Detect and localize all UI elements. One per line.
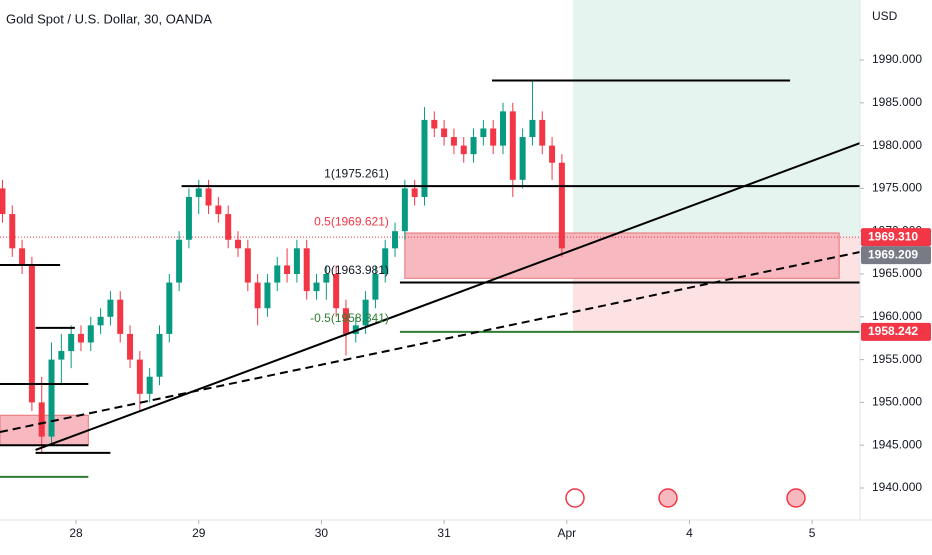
x-tick-label: Apr [557,526,576,540]
y-axis-label: USD [872,9,898,23]
fib-label: 1(1975.261) [324,166,389,180]
candle-body [195,188,202,197]
candle-body [421,119,428,197]
candle-body [549,145,556,163]
candle-body [48,359,55,437]
x-tick-label: 29 [192,526,206,540]
fib-label: 0.5(1969.621) [314,215,389,229]
plot-area [0,0,861,478]
candle-body [235,239,242,249]
y-tick-label: 1955.000 [872,352,922,366]
y-tick-label: 1950.000 [872,395,922,409]
candle-body [460,145,467,155]
price-tag-label: 1969.209 [868,247,918,261]
candle-body [68,333,75,352]
price-tag [861,322,931,341]
candle-body [342,308,349,334]
candle-body [117,299,124,334]
candle-body [539,119,546,146]
event-icons [565,488,806,508]
candle-body [401,188,408,232]
zone [404,232,840,279]
candle-body [9,214,16,249]
x-tick-label: 28 [69,526,83,540]
y-tick-label: 1975.000 [872,181,922,195]
price-tag [861,228,931,247]
x-tick-label: 5 [809,526,816,540]
candle-body [28,265,35,403]
candle-body [431,119,438,129]
candle-body [382,248,389,274]
event-icon[interactable] [658,488,678,508]
x-tick-label: 4 [686,526,693,540]
event-icon[interactable] [786,488,806,508]
candle-body [519,137,526,180]
y-tick-label: 1965.000 [872,266,922,280]
candle-body [205,188,212,206]
candle-body [352,325,359,334]
candle-body [333,273,340,309]
y-tick-label: 1960.000 [872,309,922,323]
event-icon[interactable] [565,488,585,508]
candle-body [77,333,84,343]
price-tag-label: 1969.310 [868,229,918,243]
y-tick-label: 1985.000 [872,95,922,109]
price-tag-label: 1958.242 [868,324,918,338]
candle-body [0,188,6,215]
candle-body [284,265,291,274]
candle-body [274,265,281,283]
chart-title: Gold Spot / U.S. Dollar, 30, OANDA [6,11,212,26]
x-tick-label: 30 [315,526,329,540]
candle-body [499,111,506,146]
candle-body [450,137,457,146]
fib-label: -0.5(1958.341) [310,311,389,325]
candle-body [411,188,418,197]
drawing-line [35,142,861,451]
candle-body [166,282,173,334]
candle-body [509,111,516,180]
candle-body [244,248,251,283]
candle-body [558,162,565,249]
candle-body [97,316,104,326]
candle-body [146,376,153,394]
candle-body [215,205,222,215]
x-tick-label: 31 [437,526,451,540]
candle-body [58,351,65,360]
y-tick-label: 1990.000 [872,52,922,66]
candle-body [19,248,26,266]
candle-body [136,359,143,394]
y-tick-label: 1940.000 [872,480,922,494]
price-tag [861,246,931,265]
candle-body [254,282,261,309]
candle-body [313,282,320,292]
candle-body [107,299,114,317]
candle-body [441,128,448,138]
candle-body [362,299,369,326]
candle-body [176,239,183,283]
candle-body [264,282,271,309]
y-tick-label: 1945.000 [872,437,922,451]
candle-body [225,214,232,240]
candle-body [303,248,310,292]
candle-body [185,196,192,240]
candle-body [87,325,94,343]
y-tick-label: 1980.000 [872,138,922,152]
candle-body [529,119,536,138]
drawing-line [0,251,861,433]
candle-body [480,128,487,138]
candle-body [38,402,45,437]
candle-body [470,137,477,155]
candle-body [372,273,379,300]
candle-body [490,128,497,146]
fib-label: 0(1963.981) [324,263,389,277]
candle-body [293,248,300,274]
candle-body [127,333,134,360]
candle-body [323,273,330,283]
candle-body [392,231,399,249]
candle-body [156,333,163,377]
zone [572,0,860,238]
